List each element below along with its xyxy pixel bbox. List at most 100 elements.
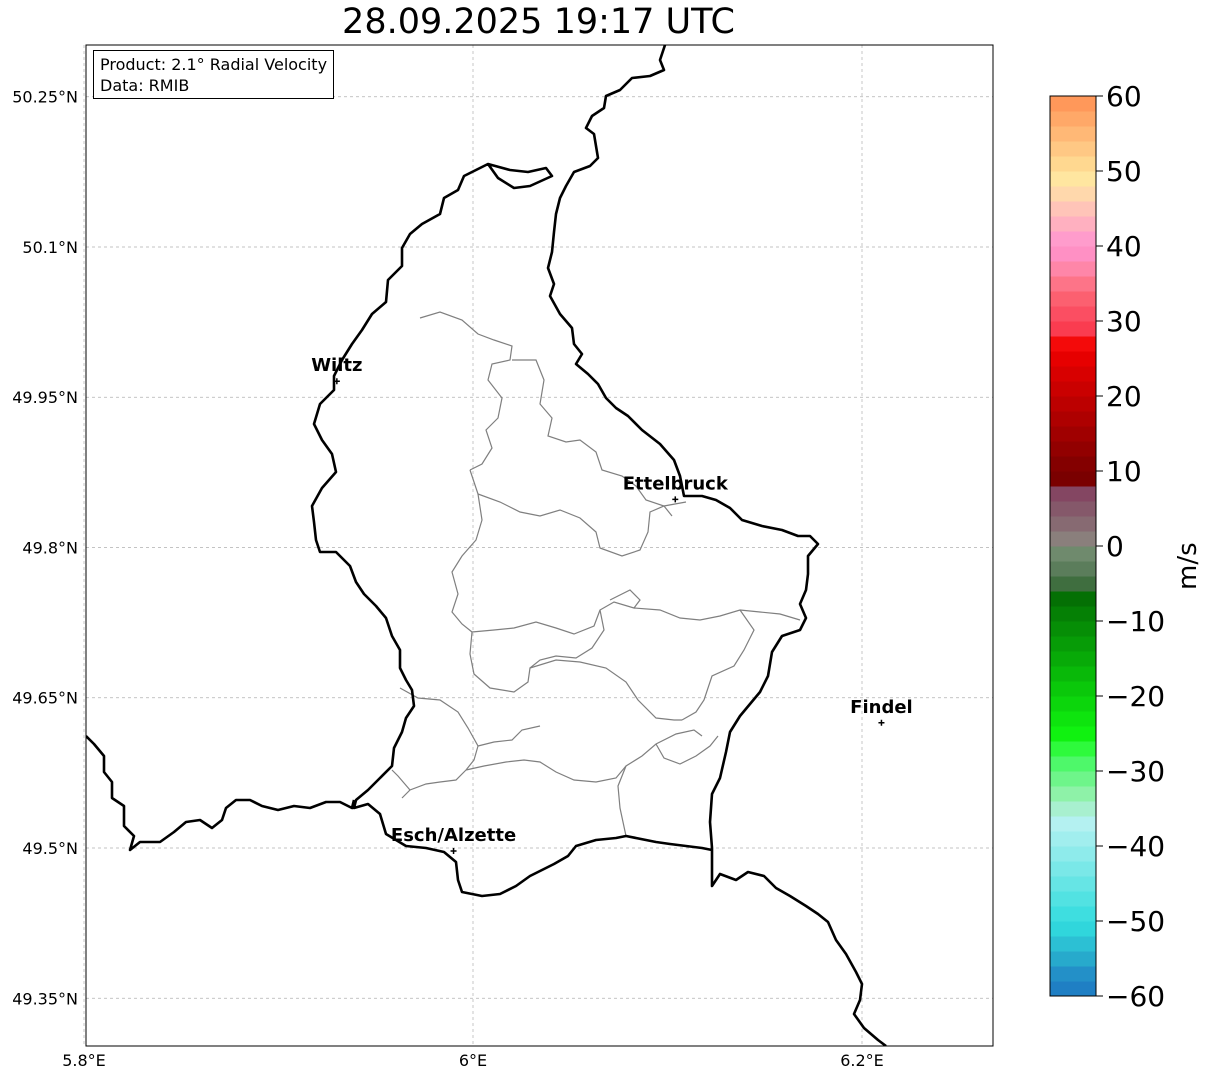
canton-boundary <box>471 589 641 635</box>
map-title: 28.09.2025 19:17 UTC <box>342 2 735 42</box>
colorbar-band <box>1050 606 1096 622</box>
colorbar-band <box>1050 486 1096 502</box>
canton-boundary <box>451 493 483 633</box>
colorbar-unit-label: m/s <box>1173 542 1203 590</box>
lon-tick-label: 6.2°E <box>840 1051 884 1070</box>
colorbar-band <box>1050 306 1096 322</box>
canton-boundary <box>391 769 411 791</box>
product-label: Product: 2.1° Radial Velocity <box>100 55 328 74</box>
canton-boundary <box>469 631 682 721</box>
colorbar-band <box>1050 471 1096 487</box>
colorbar-band <box>1050 201 1096 217</box>
colorbar-band <box>1050 546 1096 562</box>
colorbar-tick-label: −40 <box>1106 830 1165 863</box>
colorbar-band <box>1050 891 1096 907</box>
city-marker <box>672 496 679 503</box>
colorbar-band <box>1050 561 1096 577</box>
colorbar-band <box>1050 141 1096 157</box>
colorbar-band <box>1050 381 1096 397</box>
colorbar-band <box>1050 321 1096 337</box>
canton-boundary <box>401 769 467 799</box>
colorbar-band <box>1050 696 1096 712</box>
colorbar-band <box>1050 261 1096 277</box>
colorbar-band <box>1050 771 1096 787</box>
city-marker <box>333 378 340 385</box>
canton-boundary <box>419 311 513 471</box>
colorbar-band <box>1050 966 1096 982</box>
colorbar-band <box>1050 636 1096 652</box>
colorbar-band <box>1050 711 1096 727</box>
canton-boundary <box>477 725 541 747</box>
colorbar-band <box>1050 171 1096 187</box>
colorbar-band <box>1050 186 1096 202</box>
canton-boundary <box>655 735 719 765</box>
lat-tick-label: 50.1°N <box>22 238 78 257</box>
lon-tick-label: 6°E <box>459 1051 487 1070</box>
lat-tick-label: 49.65°N <box>12 689 78 708</box>
colorbar-band <box>1050 726 1096 742</box>
colorbar-tick-label: −10 <box>1106 605 1165 638</box>
colorbar-band <box>1050 426 1096 442</box>
colorbar-band <box>1050 786 1096 802</box>
border-belgium-france <box>86 735 356 852</box>
canton-boundary <box>512 359 673 517</box>
colorbar-tick-label: 0 <box>1106 530 1124 563</box>
colorbar-tick-label: −50 <box>1106 905 1165 938</box>
colorbar-tick-label: −30 <box>1106 755 1165 788</box>
data-source-label: Data: RMIB <box>100 76 190 95</box>
colorbar-band <box>1050 936 1096 952</box>
colorbar-band <box>1050 756 1096 772</box>
colorbar-band <box>1050 576 1096 592</box>
colorbar-band <box>1050 336 1096 352</box>
colorbar-band <box>1050 501 1096 517</box>
lat-tick-label: 50.25°N <box>12 88 78 107</box>
colorbar-band <box>1050 351 1096 367</box>
city-label: Esch/Alzette <box>391 825 516 846</box>
city-marker <box>878 719 885 726</box>
colorbar-band <box>1050 96 1096 112</box>
colorbar-band <box>1050 291 1096 307</box>
city-markers: Wiltz Ettelbruck Findel Esch/Alzette <box>311 355 913 855</box>
colorbar-tick-label: 30 <box>1106 305 1142 338</box>
colorbar-tick-label: −60 <box>1106 980 1165 1013</box>
colorbar-tick-label: 40 <box>1106 230 1142 263</box>
colorbar-band <box>1050 276 1096 292</box>
colorbar-tick-label: 10 <box>1106 455 1142 488</box>
colorbar-band <box>1050 981 1096 997</box>
lat-tick-label: 49.35°N <box>12 989 78 1008</box>
canton-boundary <box>469 469 687 557</box>
lat-tick-label: 49.5°N <box>22 839 78 858</box>
colorbar-band <box>1050 951 1096 967</box>
lon-tick-label: 5.8°E <box>62 1051 106 1070</box>
colorbar-band <box>1050 921 1096 937</box>
colorbar-tick-label: 60 <box>1106 80 1142 113</box>
canton-boundaries <box>391 311 801 837</box>
colorbar-band <box>1050 906 1096 922</box>
colorbar-band <box>1050 876 1096 892</box>
colorbar-band <box>1050 126 1096 142</box>
city-label: Ettelbruck <box>623 473 729 494</box>
city-label: Wiltz <box>311 355 362 376</box>
colorbar-band <box>1050 651 1096 667</box>
colorbar-band <box>1050 666 1096 682</box>
colorbar-band <box>1050 681 1096 697</box>
colorbar-band <box>1050 861 1096 877</box>
colorbar-band <box>1050 621 1096 637</box>
colorbar: 60 50 40 30 20 10 0 −10 −20 −30 −40 −50 −60 <box>1049 80 1165 1013</box>
colorbar-band <box>1050 591 1096 607</box>
gridlines <box>83 45 993 1046</box>
lat-tick-label: 49.95°N <box>12 388 78 407</box>
canton-boundary <box>529 609 605 669</box>
colorbar-band <box>1050 741 1096 757</box>
colorbar-tick-label: 50 <box>1106 155 1142 188</box>
colorbar-band <box>1050 801 1096 817</box>
city-label: Findel <box>850 697 913 718</box>
colorbar-band <box>1050 456 1096 472</box>
colorbar-band <box>1050 531 1096 547</box>
colorbar-band <box>1050 156 1096 172</box>
colorbar-tick-label: −20 <box>1106 680 1165 713</box>
map-frame <box>85 44 994 1047</box>
colorbar-tick-label: 20 <box>1106 380 1142 413</box>
city-marker <box>450 848 457 855</box>
